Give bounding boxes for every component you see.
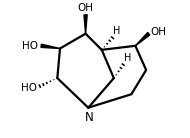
Polygon shape	[41, 44, 60, 48]
Text: HO: HO	[21, 83, 37, 92]
Text: OH: OH	[151, 27, 167, 37]
Polygon shape	[135, 32, 150, 46]
Text: OH: OH	[78, 3, 94, 13]
Text: H: H	[113, 26, 120, 36]
Text: N: N	[85, 111, 94, 124]
Text: H: H	[124, 53, 131, 63]
Polygon shape	[84, 15, 87, 34]
Text: HO: HO	[22, 41, 39, 51]
